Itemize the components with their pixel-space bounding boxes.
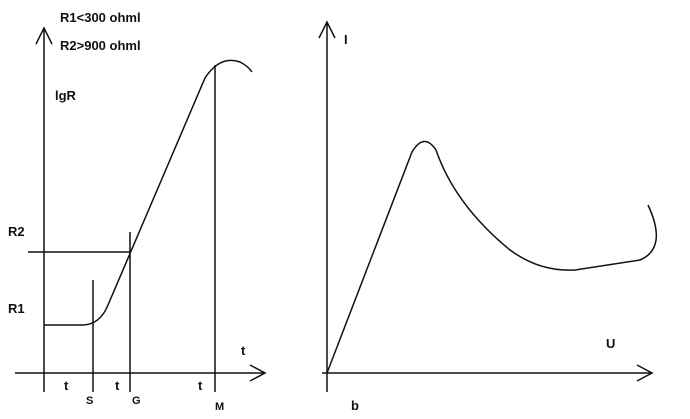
- level-label: R1: [8, 301, 25, 316]
- note: R2>900 ohml: [60, 38, 141, 53]
- x-axis: [322, 364, 654, 382]
- y-axis-label: I: [344, 32, 348, 47]
- level-label: R2: [8, 224, 25, 239]
- iv-curve: [326, 140, 658, 374]
- resistance-curve: [44, 59, 253, 326]
- time-label: t: [115, 378, 120, 393]
- caption: b: [351, 398, 359, 413]
- x-axis-label: U: [606, 336, 615, 351]
- note: R1<300 ohml: [60, 10, 141, 25]
- time-subscript: G: [132, 395, 141, 407]
- time-label: t: [64, 378, 69, 393]
- time-subscript: S: [86, 395, 93, 407]
- left-diagram: R1<300 ohml R2>900 ohml lgR t R2 R1 t S …: [8, 10, 267, 413]
- x-axis: [15, 364, 267, 382]
- time-subscript: M: [215, 401, 224, 413]
- y-axis-label: lgR: [55, 88, 77, 103]
- y-axis: [35, 26, 53, 392]
- x-axis-label: t: [241, 343, 246, 358]
- time-label: t: [198, 378, 203, 393]
- y-axis: [318, 20, 336, 392]
- right-diagram: I U b: [318, 20, 658, 413]
